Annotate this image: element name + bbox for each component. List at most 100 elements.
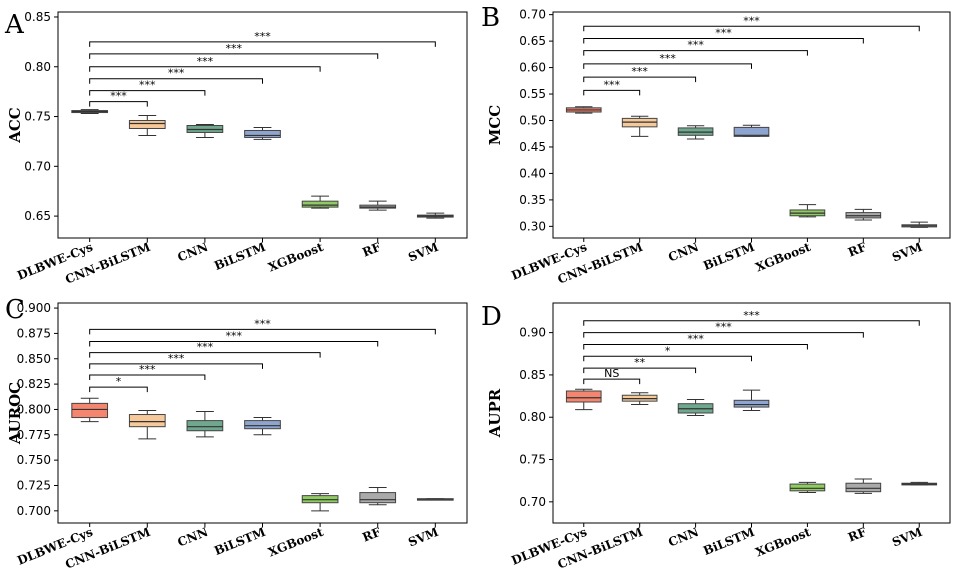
plot-frame [57,302,468,524]
x-tick-label: SVM [406,240,440,265]
box-iqr [845,482,882,493]
significance-bracket: *** [583,65,697,83]
box-cnn [186,124,224,138]
x-tick-label: XGBoost [266,240,325,275]
y-tick-label: 0.35 [519,193,546,207]
significance-label: *** [603,78,620,91]
box-dlbwe-cys [71,397,109,423]
box-cnn-bilstm [128,409,166,440]
bracket-line [583,320,920,326]
x-tick-label: SVM [890,525,924,550]
box-cnn-bilstm [128,115,166,136]
significance-label: *** [254,317,271,330]
box-dlbwe-cys [565,106,602,114]
y-tick-label: 0.75 [24,110,51,124]
box-cnn [677,125,714,140]
significance-bracket: *** [583,321,864,338]
box-iqr [733,126,770,137]
box-iqr [128,120,166,129]
x-tick-label: CNN [176,240,210,265]
x-tick-label: SVM [406,525,440,550]
significance-label: *** [225,42,242,55]
y-tick-label: 0.70 [519,495,546,509]
bracket-line [583,89,641,96]
y-tick-label: 0.875 [17,326,51,340]
y-tick-label: 0.70 [24,159,51,173]
box-iqr [301,200,339,208]
y-tick-label: 0.700 [17,504,51,518]
bracket-line [89,66,321,72]
y-tick-label: 0.750 [17,453,51,467]
significance-bracket: *** [89,330,379,347]
significance-bracket: *** [89,67,263,84]
significance-bracket: *** [89,90,148,107]
bracket-line [583,332,864,338]
y-tick-label: 0.80 [519,410,546,424]
significance-bracket: *** [89,79,206,96]
bracket-line [583,63,752,69]
box-iqr [244,420,281,430]
box-bilstm [244,126,281,140]
y-tick-label: 0.55 [519,87,546,101]
box-rf [359,487,397,506]
significance-label: *** [110,90,127,103]
box-rf [845,208,882,221]
significance-bracket: *** [583,332,808,350]
y-tick-label: 0.70 [519,8,546,22]
bracket-line [583,378,641,385]
significance-bracket: *** [583,14,920,32]
x-tick-label: CNN [176,525,210,550]
box-iqr [244,129,281,138]
y-axis-label: MCC [486,105,504,146]
significance-label: *** [197,55,214,68]
y-tick-label: 0.75 [519,453,546,467]
box-bilstm [244,417,281,436]
bracket-line [89,341,379,347]
y-axis-label: AUROC [6,382,24,445]
significance-label: *** [139,79,156,92]
box-iqr [565,390,602,403]
bracket-line [89,352,321,358]
box-iqr [359,492,397,504]
x-tick-label: RF [360,525,383,545]
x-tick-label: BiLSTM [212,525,267,558]
significance-label: *** [687,39,704,52]
box-bilstm [733,124,770,137]
significance-bracket: * [89,375,148,393]
significance-label: *** [197,341,214,354]
y-tick-label: 0.65 [519,34,546,48]
box-dlbwe-cys [71,109,109,115]
x-tick-label: BiLSTM [701,525,756,558]
box-cnn-bilstm [621,392,658,406]
box-bilstm [733,389,770,411]
y-tick-label: 0.775 [17,428,51,442]
significance-bracket: *** [583,26,864,44]
significance-label: *** [139,363,156,376]
y-tick-label: 0.60 [519,61,546,75]
bracket-line [583,50,808,56]
y-tick-label: 0.45 [519,140,546,154]
box-xgboost [789,204,826,218]
significance-bracket: ** [583,356,697,374]
bracket-line [583,343,808,350]
y-tick-label: 0.30 [519,219,546,233]
significance-bracket: *** [583,52,752,69]
y-tick-label: 0.825 [17,377,51,391]
box-cnn-bilstm [621,115,658,137]
bracket-line [583,76,697,83]
significance-label: *** [225,330,242,343]
x-tick-label: CNN [666,525,700,550]
significance-label: *** [715,26,732,39]
y-axis-label: ACC [6,107,24,144]
y-tick-label: 0.85 [519,368,546,382]
y-tick-label: 0.800 [17,402,51,416]
significance-bracket: *** [89,42,379,59]
box-cnn [186,410,224,438]
bracket-line [583,25,920,32]
significance-bracket: *** [583,309,920,326]
x-tick-label: SVM [890,240,924,265]
significance-label: *** [743,309,760,322]
significance-bracket: *** [89,30,436,47]
significance-bracket: * [583,344,752,362]
